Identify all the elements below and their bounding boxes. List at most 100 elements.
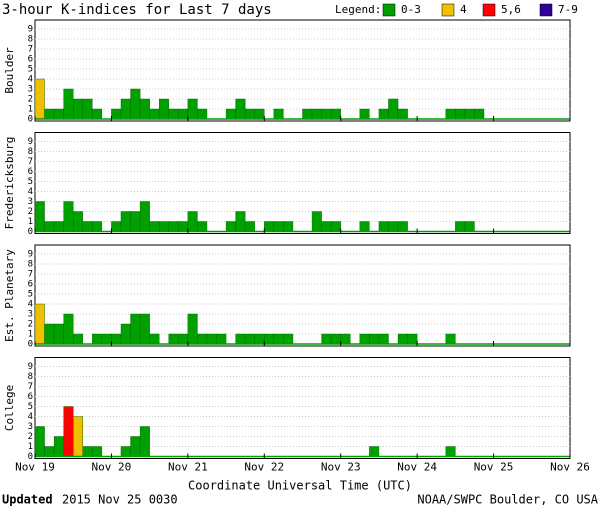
bar [73,416,83,457]
y-tick-label: 9 [28,362,33,372]
y-tick-label: 8 [28,147,33,157]
bar [82,221,93,232]
bar [397,108,408,120]
bar [378,333,389,345]
bar [92,108,103,120]
bar [388,221,399,232]
y-axis-label: Fredericksburg [3,137,16,230]
bar [63,88,74,120]
y-tick-label: 1 [28,330,33,340]
bar [244,221,255,232]
bar [34,303,45,345]
bar [273,108,284,120]
bar [73,333,83,345]
y-tick-label: 5 [28,290,33,300]
y-tick-label: 6 [28,167,33,177]
bar [455,221,466,232]
bar [321,333,332,345]
y-tick-label: 4 [28,300,33,310]
y-tick-label: 6 [28,55,33,65]
bar [359,333,370,345]
legend-swatch [482,3,496,17]
bar [82,98,93,120]
bar [474,108,485,120]
bar [197,108,208,120]
bar [178,221,189,232]
y-tick-label: 3 [28,197,33,207]
bar [321,221,332,232]
y-tick-label: 1 [28,442,33,452]
bar [340,333,351,345]
bar [216,333,227,345]
bar [139,426,150,457]
bar [82,446,93,457]
bar [254,108,265,120]
y-tick-label: 4 [28,187,33,197]
y-tick-label: 5 [28,65,33,75]
y-tick-label: 4 [28,75,33,85]
y-tick-label: 0 [28,227,33,237]
bar [264,221,275,232]
panel-frame [34,244,571,347]
bar [187,313,198,345]
bar [53,108,64,120]
bar [378,108,389,120]
bar [53,221,64,232]
x-tick-label: Nov 19 [15,461,55,474]
bar [235,211,246,232]
y-tick-label: 5 [28,402,33,412]
bar [158,98,169,120]
bar [311,108,322,120]
y-tick-label: 0 [28,115,33,125]
y-tick-label: 8 [28,35,33,45]
y-tick-label: 9 [28,250,33,260]
bar [120,446,131,457]
y-tick-label: 3 [28,85,33,95]
y-tick-label: 2 [28,207,33,217]
bar [168,108,179,120]
y-tick-label: 7 [28,270,33,280]
panel-frame [34,357,571,459]
y-axis-label: Boulder [3,47,16,94]
bar [178,108,189,120]
bar [330,221,341,232]
bar [149,333,160,345]
bar [464,221,475,232]
bar [63,313,74,345]
bar [283,333,294,345]
x-tick-label: Nov 25 [474,461,514,474]
bar [311,211,322,232]
y-tick-label: 0 [28,340,33,350]
x-tick-label: Nov 26 [550,461,590,474]
bar [149,108,160,120]
bar [369,333,380,345]
legend-swatch [441,3,455,17]
panel-frame [34,19,571,122]
legend-label: 0-3 [401,3,421,16]
bar [369,446,380,457]
bar [273,333,284,345]
bar [273,221,284,232]
bar [330,108,341,120]
y-tick-label: 9 [28,25,33,35]
y-tick-label: 7 [28,45,33,55]
legend-label: 7-9 [558,3,578,16]
x-tick-label: Nov 24 [397,461,437,474]
bar [73,211,83,232]
bar [187,211,198,232]
bar [63,201,74,232]
x-axis-label: Coordinate Universal Time (UTC) [188,479,412,493]
footer-date: 2015 Nov 25 0030 [62,493,178,507]
bar [139,313,150,345]
bar [130,313,141,345]
y-tick-label: 9 [28,137,33,147]
y-tick-label: 4 [28,412,33,422]
footer-label: Updated [2,493,53,507]
bar [53,436,64,457]
bar [445,108,456,120]
bar [378,221,389,232]
bar [130,436,141,457]
bar [92,333,103,345]
bar [139,98,150,120]
legend-label: 4 [460,3,467,16]
